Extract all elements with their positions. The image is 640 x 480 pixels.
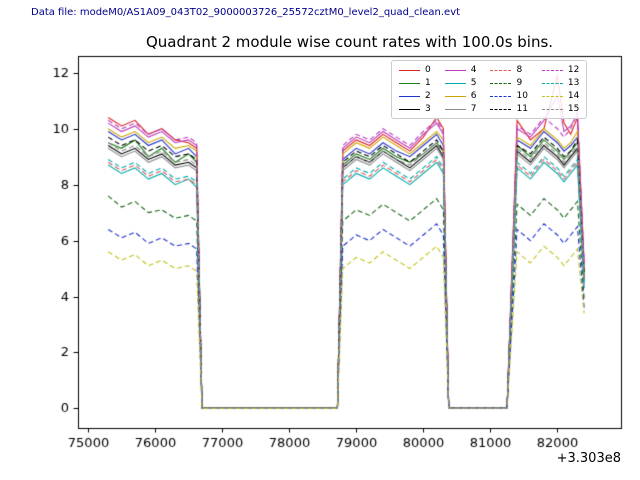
legend-line-sample (444, 95, 466, 97)
legend-column: 12 13 14 15 (541, 65, 580, 114)
legend-label: 1 (425, 78, 431, 88)
chart-legend: 0 1 2 3 4 5 6 7 8 9 10 11 12 13 14 15 (391, 60, 588, 119)
legend-line-sample (490, 82, 512, 84)
legend-label: 14 (567, 91, 580, 101)
legend-label: 2 (425, 91, 431, 101)
legend-line-sample (399, 82, 420, 84)
legend-label: 13 (567, 78, 580, 88)
legend-label: 5 (470, 78, 477, 88)
legend-label: 8 (516, 65, 523, 75)
x-axis-offset-label: +3.303e8 (556, 451, 621, 466)
legend-line-sample (444, 108, 466, 110)
legend-line-sample (541, 108, 563, 110)
legend-label: 7 (470, 104, 477, 114)
legend-label: 15 (567, 104, 580, 114)
legend-label: 6 (470, 91, 477, 101)
legend-entry: 12 (541, 65, 580, 75)
legend-entry: 13 (541, 78, 580, 88)
legend-line-sample (541, 95, 563, 97)
legend-entry: 0 (399, 65, 431, 75)
legend-label: 0 (425, 65, 431, 75)
legend-entry: 6 (444, 91, 477, 101)
legend-line-sample (444, 82, 466, 84)
legend-entry: 1 (399, 78, 431, 88)
legend-label: 11 (516, 104, 528, 114)
legend-column: 8 9 10 11 (490, 65, 528, 114)
legend-entry: 9 (490, 78, 527, 88)
legend-entry: 8 (490, 65, 527, 75)
legend-label: 3 (425, 104, 431, 114)
legend-line-sample (490, 69, 512, 71)
legend-entry: 2 (399, 91, 431, 101)
legend-label: 10 (516, 91, 528, 101)
legend-entry: 5 (444, 78, 477, 88)
legend-label: 9 (516, 78, 523, 88)
legend-entry: 15 (541, 104, 580, 114)
legend-line-sample (444, 69, 466, 71)
legend-line-sample (490, 108, 512, 110)
legend-entry: 11 (490, 104, 528, 114)
legend-line-sample (399, 69, 420, 71)
legend-entry: 3 (399, 104, 431, 114)
legend-column: 4 5 6 7 (444, 65, 477, 114)
legend-label: 4 (470, 65, 477, 75)
legend-line-sample (541, 69, 563, 71)
legend-line-sample (541, 82, 563, 84)
legend-column: 0 1 2 3 (399, 65, 431, 114)
legend-line-sample (399, 95, 420, 97)
legend-line-sample (399, 108, 420, 110)
legend-entry: 14 (541, 91, 580, 101)
legend-line-sample (490, 95, 512, 97)
legend-entry: 4 (444, 65, 477, 75)
legend-entry: 7 (444, 104, 477, 114)
legend-label: 12 (567, 65, 580, 75)
legend-entry: 10 (490, 91, 528, 101)
